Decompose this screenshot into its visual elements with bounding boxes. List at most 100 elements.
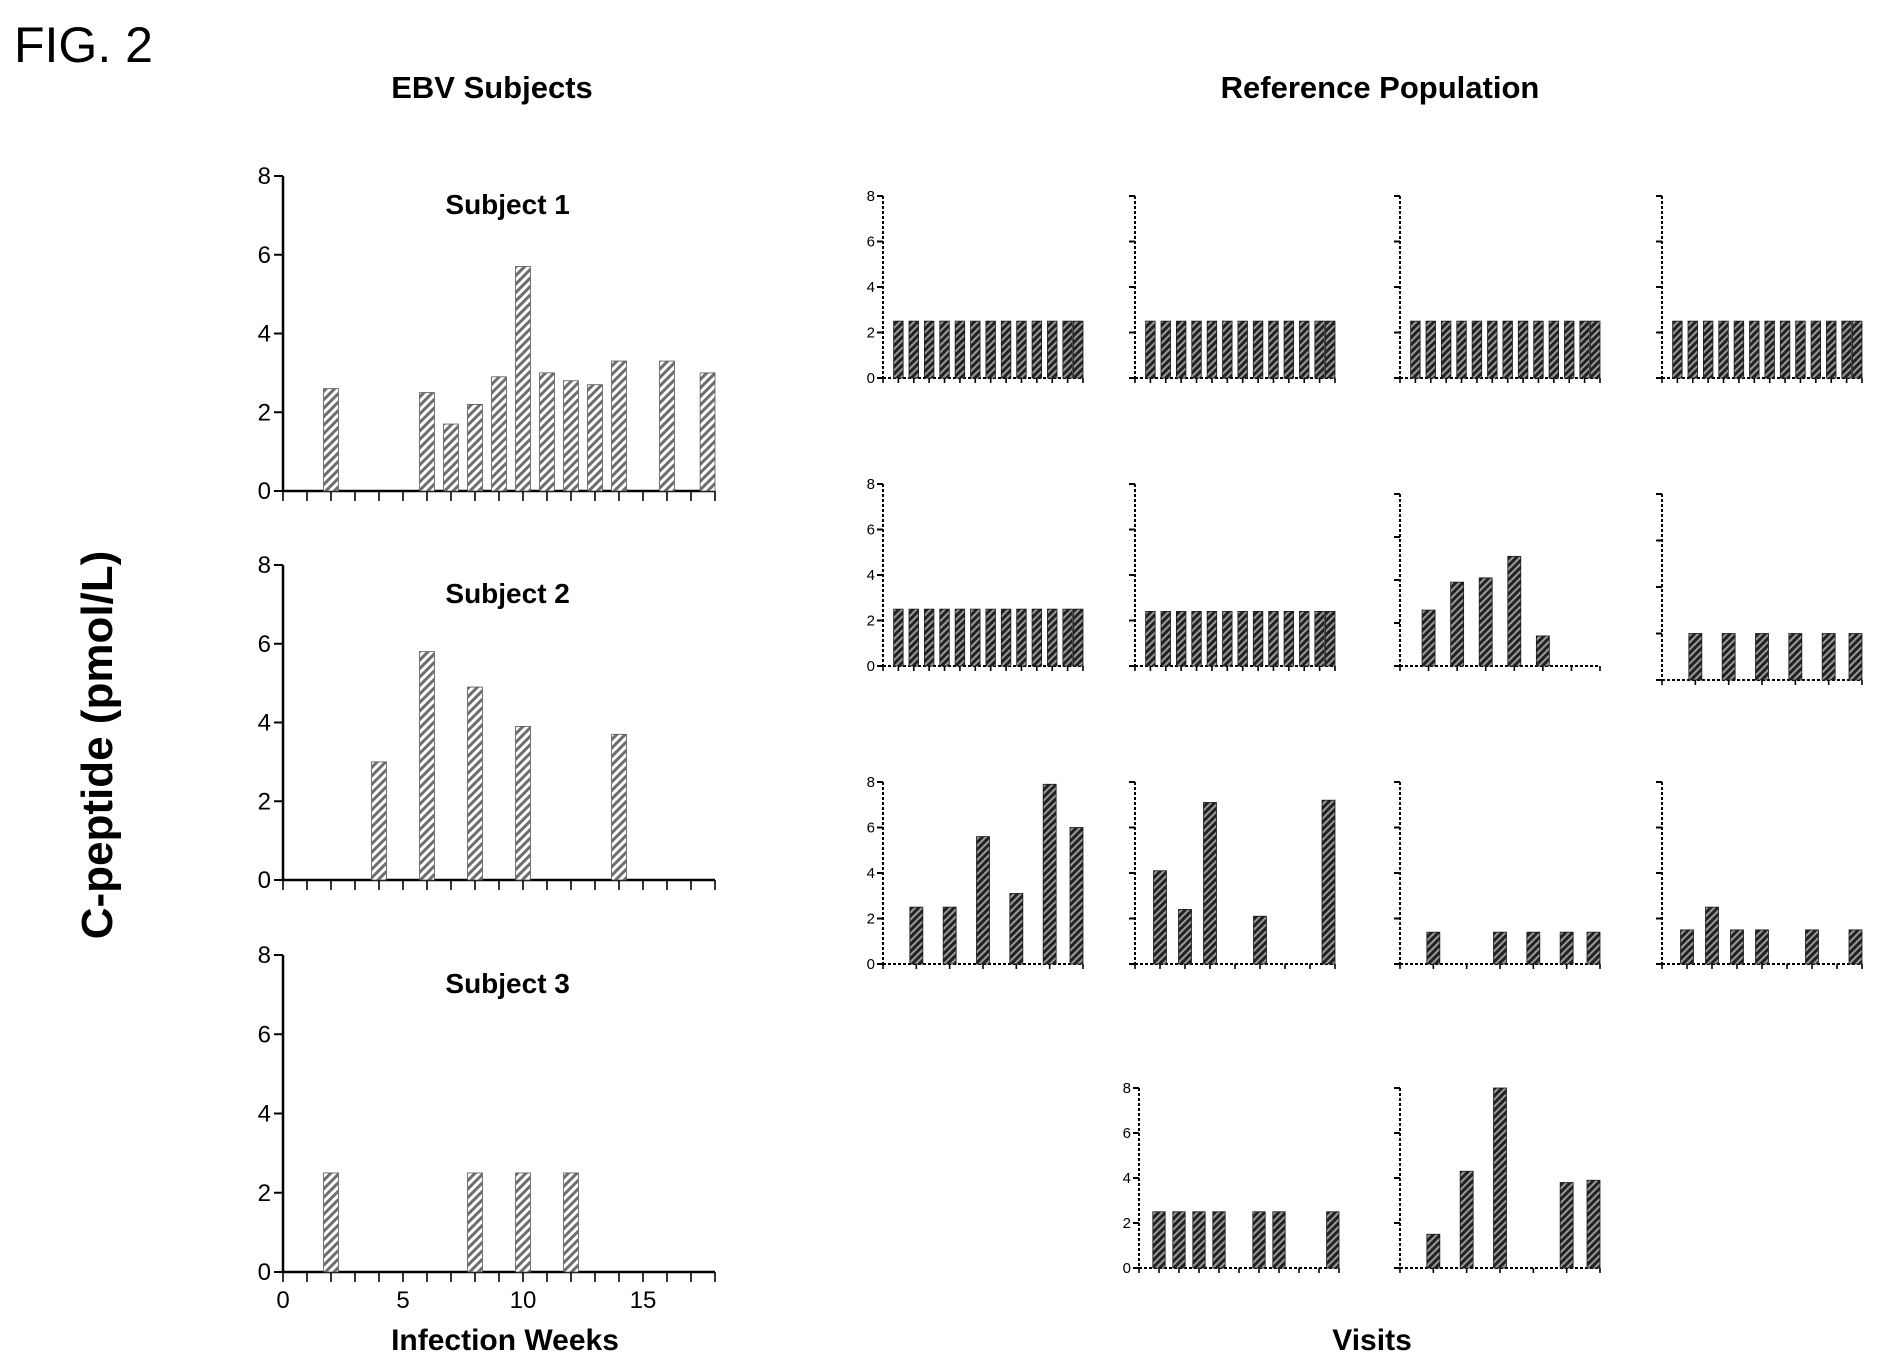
bar — [1535, 635, 1550, 667]
y-tick-label: 2 — [258, 1180, 271, 1207]
chart-panel-9 — [1129, 483, 1336, 671]
y-tick-label: 0 — [867, 956, 875, 973]
bar — [1203, 802, 1217, 965]
y-tick-label: 4 — [258, 321, 271, 348]
subject-title: Subject 3 — [445, 968, 569, 999]
bar — [1848, 633, 1863, 681]
bar — [659, 360, 675, 492]
chart-panel-2: 0 2 4 6 8 Subject 2 — [258, 552, 716, 894]
bar — [1705, 906, 1719, 965]
y-tick-label: 2 — [258, 788, 271, 815]
ebv-heading: EBV Subjects — [391, 70, 593, 105]
bar — [1152, 1211, 1166, 1269]
chart-panel-4: 0 2 4 6 8 — [867, 188, 1084, 387]
bar — [942, 906, 957, 965]
bar — [1237, 320, 1248, 379]
bar — [1153, 870, 1167, 965]
bar — [939, 320, 950, 379]
bar — [970, 320, 981, 379]
x-tick-label: 0 — [276, 1287, 289, 1314]
bar — [1810, 320, 1822, 379]
bar — [1533, 320, 1544, 379]
y-tick-label: 0 — [258, 1259, 271, 1286]
bar — [1410, 320, 1421, 379]
bar — [1192, 1211, 1206, 1269]
y-tick-label: 4 — [867, 567, 875, 584]
bar — [1459, 1170, 1474, 1269]
y-tick-label: 4 — [258, 710, 271, 737]
bar — [970, 608, 981, 667]
bar — [1222, 320, 1233, 379]
subject-title: Subject 1 — [445, 189, 569, 220]
bar — [611, 733, 627, 881]
subject-title: Subject 2 — [445, 578, 569, 609]
bar — [419, 651, 435, 881]
bar — [1852, 320, 1863, 379]
bar — [1426, 931, 1441, 965]
bar — [1191, 320, 1202, 379]
bar — [1016, 320, 1027, 379]
bar — [1062, 608, 1073, 667]
y-tick-label: 8 — [258, 552, 271, 579]
bar — [1559, 931, 1574, 965]
bar — [1805, 929, 1819, 965]
bar — [1687, 320, 1698, 379]
bar — [1206, 611, 1218, 667]
bar — [1586, 1179, 1601, 1269]
chart-panel-13 — [1129, 781, 1336, 969]
bar — [1421, 609, 1436, 667]
bar — [1283, 611, 1295, 667]
bar — [1440, 320, 1452, 379]
bar — [954, 608, 966, 667]
chart-panel-10 — [1394, 493, 1601, 671]
chart-panel-14 — [1394, 781, 1601, 969]
bar — [1688, 633, 1703, 681]
chart-panel-3: 0 2 4 6 8 0 5 10 15 Subject 3 — [258, 942, 716, 1314]
bar — [939, 608, 950, 667]
chart-panel-1: 0 2 4 6 8 Subject 1 — [258, 163, 716, 505]
bar — [1826, 320, 1837, 379]
bar — [908, 320, 919, 379]
bar — [1160, 611, 1171, 667]
y-tick-label: 2 — [258, 399, 271, 426]
bar — [443, 423, 459, 492]
bar — [1252, 611, 1264, 667]
bar — [1749, 320, 1760, 379]
bar — [1321, 799, 1336, 965]
x-tick-label: 5 — [396, 1287, 409, 1314]
bar — [1000, 608, 1012, 667]
bar — [1548, 320, 1560, 379]
bar — [1175, 611, 1187, 667]
bar — [515, 1172, 531, 1273]
bar — [515, 726, 531, 881]
bar — [1559, 1182, 1574, 1269]
bar — [1507, 555, 1522, 667]
y-axis-label: C-peptide (pmol/L) — [73, 551, 122, 940]
y-tick-label: 4 — [258, 1101, 271, 1128]
y-tick-label: 4 — [1123, 1170, 1131, 1187]
bar — [1487, 320, 1498, 379]
y-tick-label: 0 — [867, 370, 875, 387]
bar — [1718, 320, 1729, 379]
y-tick-label: 6 — [867, 820, 875, 837]
bar — [1456, 320, 1467, 379]
y-tick-label: 6 — [258, 1021, 271, 1048]
chart-panel-8: 0 2 4 6 8 — [867, 476, 1084, 675]
y-tick-label: 8 — [1123, 1080, 1131, 1097]
chart-panels: 0 2 4 6 8 Subject 1 0 2 4 6 8 Subject 2 0 2 4 6 8 0 5 10 15 S… — [258, 163, 1863, 1314]
y-tick-label: 0 — [258, 867, 271, 894]
chart-panel-11 — [1656, 493, 1863, 685]
bar — [1579, 320, 1590, 379]
bar — [1721, 633, 1736, 681]
figure-label: FIG. 2 — [14, 17, 153, 73]
bar — [1206, 320, 1218, 379]
chart-panel-12: 0 2 4 6 8 — [867, 774, 1084, 973]
bar — [491, 376, 507, 492]
bar — [1145, 320, 1156, 379]
bar — [1272, 1211, 1286, 1269]
bar — [1252, 320, 1264, 379]
bar — [1586, 931, 1601, 965]
bar — [1062, 320, 1073, 379]
bar — [985, 608, 996, 667]
